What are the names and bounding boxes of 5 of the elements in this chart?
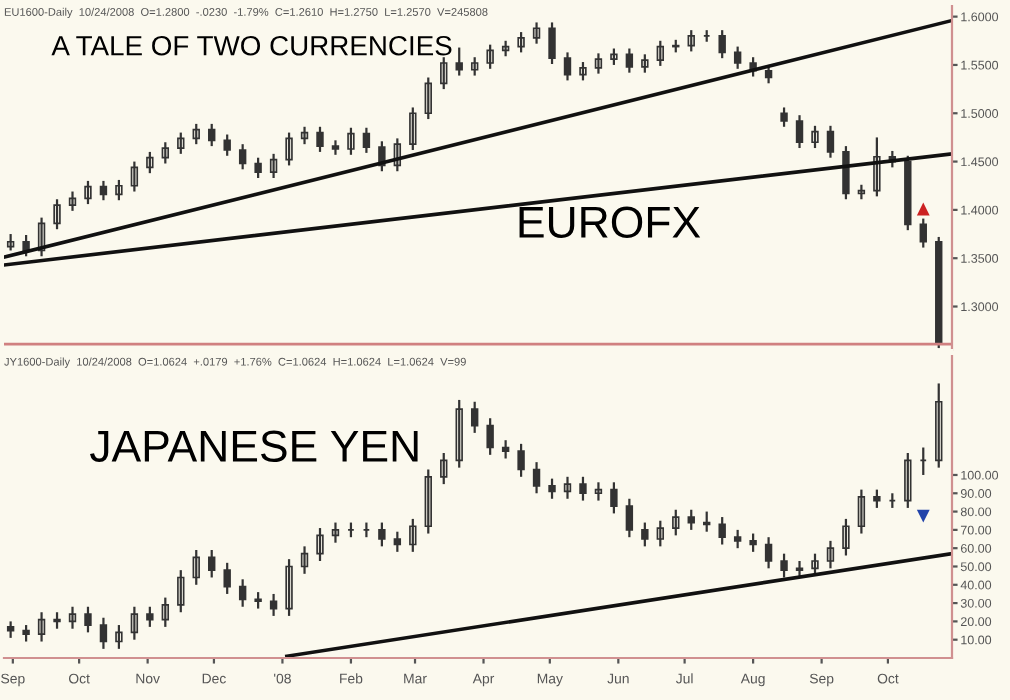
annotation: JAPANESE YEN <box>90 430 418 462</box>
candlestick <box>780 106 788 128</box>
text: A TALE OF TWO CURRENCIES <box>51 35 452 56</box>
candlestick <box>641 53 649 74</box>
annotation: EUROFX <box>519 206 701 239</box>
